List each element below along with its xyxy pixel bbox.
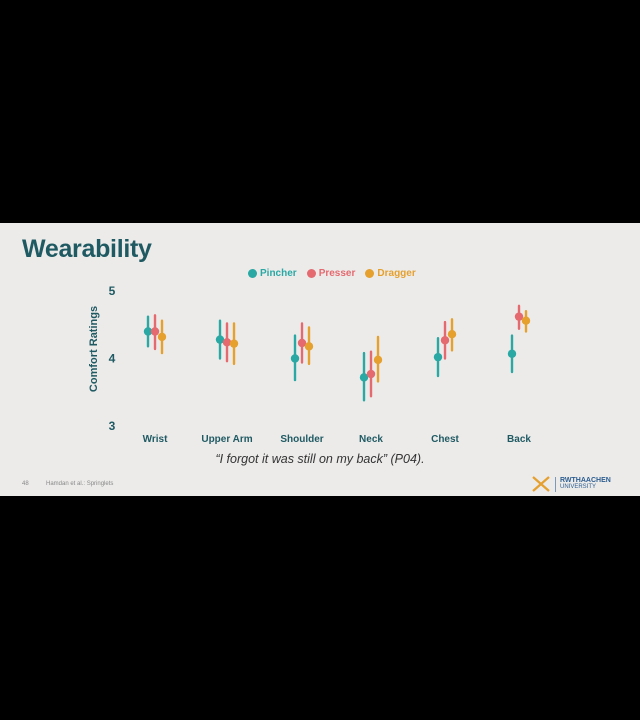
data-point (150, 327, 160, 336)
legend-label-dragger: Dragger (377, 267, 416, 279)
legend-marker-presser (306, 268, 316, 278)
legend-marker-pincher (248, 268, 257, 278)
legend-label-pincher: Pincher (260, 267, 297, 279)
x-tick-label: Neck (359, 434, 383, 445)
slide: Wearability Pincher Presser Dragger Comf… (0, 223, 640, 496)
university-logo: RWTHAACHEN UNIVERSITY (560, 477, 611, 491)
x-tick-label: Upper Arm (201, 434, 252, 445)
y-tick-label: 4 (109, 352, 116, 366)
logo-line-2: UNIVERSITY (560, 484, 597, 490)
data-point (290, 354, 300, 363)
data-point (143, 327, 153, 336)
data-point (359, 373, 369, 382)
data-point (222, 338, 232, 347)
data-point (440, 336, 450, 345)
legend-label-presser: Presser (318, 267, 356, 279)
slide-page-number: 48 (22, 481, 29, 487)
x-tick-label: Wrist (143, 434, 168, 445)
legend-item-presser: Presser (306, 267, 356, 279)
slide-reference: Hamdan et al.: Springlets (46, 481, 114, 487)
logo-divider (555, 477, 556, 492)
university-logo-mark-icon (532, 476, 550, 492)
comfort-ratings-chart: Comfort Ratings 3 4 5 Wrist Upper Arm Should… (88, 284, 532, 445)
legend-item-pincher: Pincher (248, 268, 297, 279)
data-point (215, 335, 225, 344)
data-point (514, 312, 524, 321)
data-point (304, 342, 314, 351)
data-point (447, 330, 457, 339)
logo-line-1: RWTHAACHEN (560, 477, 611, 484)
data-point (297, 338, 307, 348)
legend-item-dragger: Dragger (365, 267, 416, 279)
slide-title: Wearability (22, 235, 152, 263)
chart-legend: Pincher Presser Dragger (248, 266, 416, 280)
y-axis-ticks: 3 4 5 (109, 284, 116, 433)
x-tick-label: Shoulder (280, 434, 323, 445)
data-point (229, 339, 239, 348)
data-point (521, 316, 531, 325)
data-point (366, 369, 376, 379)
y-axis-label: Comfort Ratings (88, 306, 100, 392)
legend-marker-dragger (365, 268, 375, 278)
x-tick-label: Back (507, 434, 531, 445)
data-point (507, 349, 517, 358)
chart-marks (143, 304, 531, 402)
data-point (157, 332, 167, 342)
participant-quote: “I forgot it was still on my back” (P04)… (215, 452, 425, 466)
x-tick-label: Chest (431, 434, 459, 445)
data-point (373, 355, 383, 365)
data-point (433, 352, 443, 362)
y-tick-label: 3 (109, 419, 116, 433)
x-axis-ticks: Wrist Upper Arm Shoulder Neck Chest Back (143, 434, 532, 445)
y-tick-label: 5 (109, 284, 116, 298)
